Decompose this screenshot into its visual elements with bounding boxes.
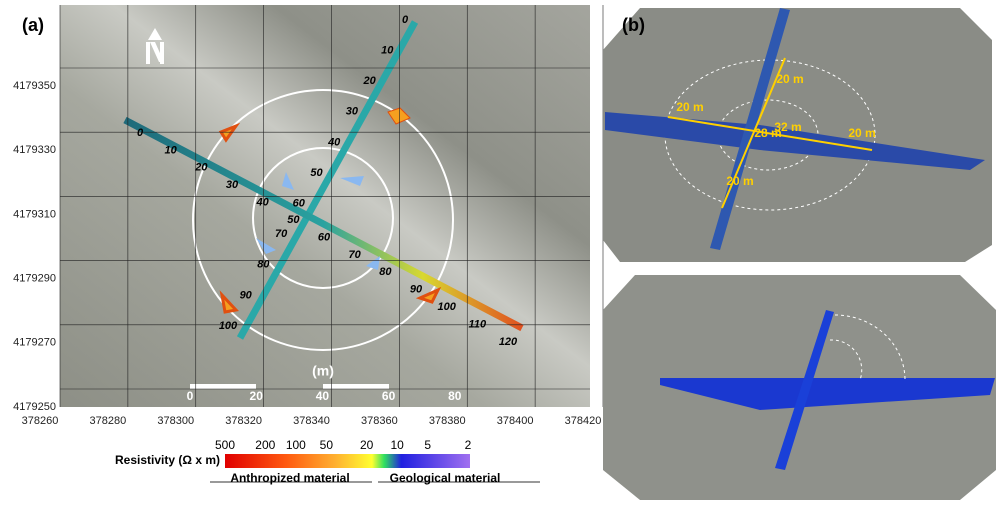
y-tick-label: 4179290 [13, 273, 56, 285]
profile-label: 10 [165, 144, 178, 156]
scale-label: 60 [382, 389, 396, 403]
aerial-photo [60, 5, 590, 407]
dimension-label: 28 m [754, 126, 781, 140]
profile-label: 50 [310, 167, 323, 179]
y-tick-label: 4179250 [13, 401, 56, 413]
dimension-label: 32 m [774, 120, 801, 134]
y-tick-label: 4179350 [13, 80, 56, 92]
dimension-label: 20 m [726, 174, 753, 188]
profile-label: 80 [379, 266, 392, 278]
panel-label: (a) [22, 15, 44, 35]
colorbar [225, 454, 470, 468]
x-tick-label: 378260 [22, 415, 59, 427]
profile-line [236, 20, 419, 340]
profile-label: 30 [226, 179, 239, 191]
x-tick-label: 378280 [90, 415, 127, 427]
profile-label: 90 [410, 284, 423, 296]
profile-label: 120 [499, 336, 518, 348]
profile-label: 10 [381, 45, 394, 57]
y-tick-label: 4179330 [13, 144, 56, 156]
colorbar-tick: 200 [255, 438, 275, 452]
x-tick-label: 378320 [225, 415, 262, 427]
scale-label: 40 [316, 389, 330, 403]
legend-note: Anthropized material [230, 471, 349, 485]
profile-label: 0 [137, 127, 144, 139]
colorbar-tick: 10 [390, 438, 404, 452]
scale-label: 20 [250, 389, 264, 403]
tomography-section [775, 310, 834, 470]
y-tick-label: 4179310 [13, 208, 56, 220]
profile-label: 30 [346, 106, 359, 118]
profile-label: 0 [402, 14, 409, 26]
profile-label: 20 [362, 75, 376, 87]
profile-label: 40 [256, 197, 270, 209]
x-tick-label: 378300 [157, 415, 194, 427]
scale-bar [190, 384, 256, 389]
dimension-label: 20 m [848, 126, 875, 140]
outer-circle [192, 89, 454, 351]
profile-label: 20 [194, 162, 208, 174]
scale-label: 0 [187, 389, 194, 403]
colorbar-tick: 50 [320, 438, 334, 452]
arrows [218, 107, 442, 314]
inner-circle [252, 147, 394, 289]
scale-label: 80 [448, 389, 462, 403]
scale-unit: (m) [312, 363, 334, 379]
x-tick-label: 378420 [565, 415, 602, 427]
profile-label: 60 [293, 198, 306, 210]
colorbar-tick: 2 [465, 438, 472, 452]
profile-label: 70 [275, 228, 288, 240]
tomography-section [605, 112, 985, 170]
scale-bar [323, 384, 389, 389]
profile-label: 90 [240, 289, 253, 301]
x-tick-label: 378360 [361, 415, 398, 427]
profile-label: 50 [287, 214, 300, 226]
panel-label: (b) [622, 15, 645, 35]
legend-title: Resistivity (Ω x m) [115, 453, 220, 467]
profile-line [123, 116, 524, 332]
profile-label: 110 [469, 318, 487, 330]
north-arrow [146, 28, 164, 64]
profile-label: 70 [349, 249, 362, 261]
colorbar-tick: 500 [215, 438, 235, 452]
colorbar-tick: 20 [360, 438, 374, 452]
x-tick-label: 378380 [429, 415, 466, 427]
dimension-lines [667, 57, 873, 209]
dimension-label: 20 m [676, 100, 703, 114]
x-tick-label: 378340 [293, 415, 330, 427]
colorbar-tick: 5 [424, 438, 431, 452]
profile-label: 40 [327, 136, 341, 148]
profile-label: 80 [257, 259, 270, 271]
tomography-section [660, 378, 995, 410]
colorbar-tick: 100 [286, 438, 306, 452]
profile-label: 100 [437, 301, 456, 313]
arc [829, 314, 906, 381]
dimension-label: 20 m [776, 72, 803, 86]
y-tick-label: 4179270 [13, 337, 56, 349]
profile-label: 60 [318, 231, 331, 243]
x-tick-label: 378400 [497, 415, 534, 427]
legend-note: Geological material [390, 471, 501, 485]
profile-label: 100 [219, 320, 238, 332]
